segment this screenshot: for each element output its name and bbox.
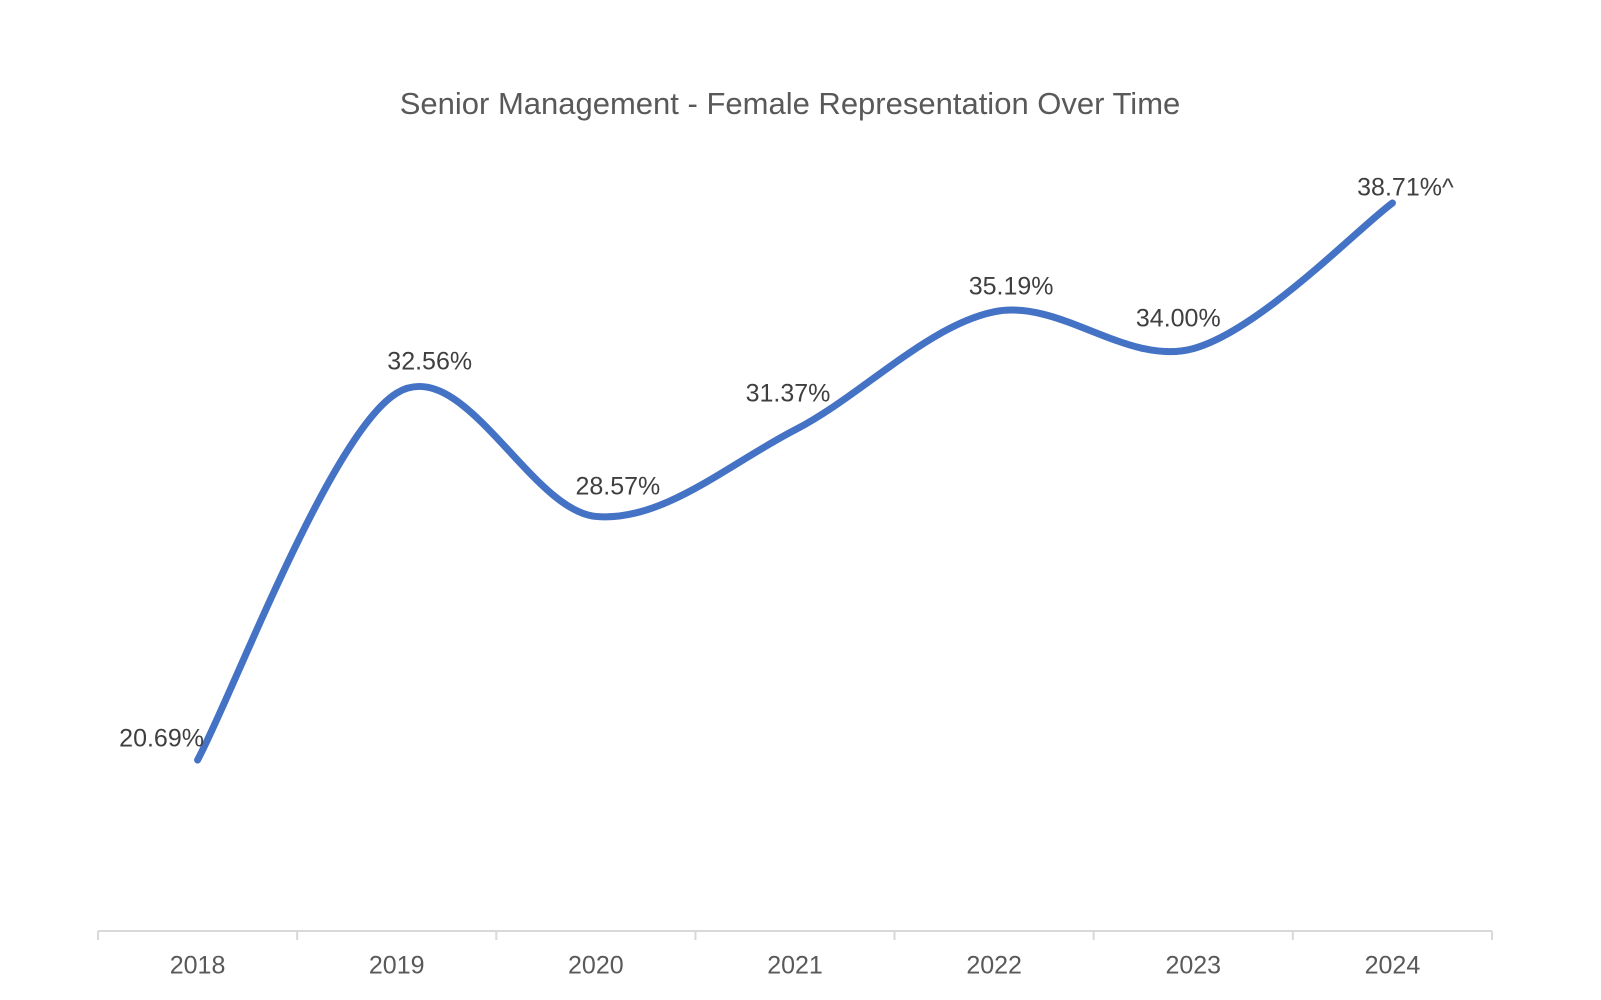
data-label: 35.19% xyxy=(968,272,1054,301)
data-label: 32.56% xyxy=(387,347,473,376)
data-label: 20.69% xyxy=(119,724,204,753)
series-line xyxy=(194,199,1396,764)
chart-title: Senior Management - Female Representatio… xyxy=(399,86,1181,121)
x-axis-label: 2020 xyxy=(568,951,624,980)
x-axis-label: 2019 xyxy=(368,951,425,980)
x-axis-label: 2024 xyxy=(1364,951,1421,980)
data-label: 38.71%^ xyxy=(1357,173,1454,202)
x-axis-label: 2018 xyxy=(169,951,226,980)
data-label: 31.37% xyxy=(745,379,831,408)
data-label: 28.57% xyxy=(575,472,661,501)
x-axis-label: 2022 xyxy=(966,951,1022,980)
x-axis-label: 2021 xyxy=(767,951,823,980)
data-label: 34.00% xyxy=(1135,304,1221,333)
x-axis-label: 2023 xyxy=(1165,951,1222,980)
